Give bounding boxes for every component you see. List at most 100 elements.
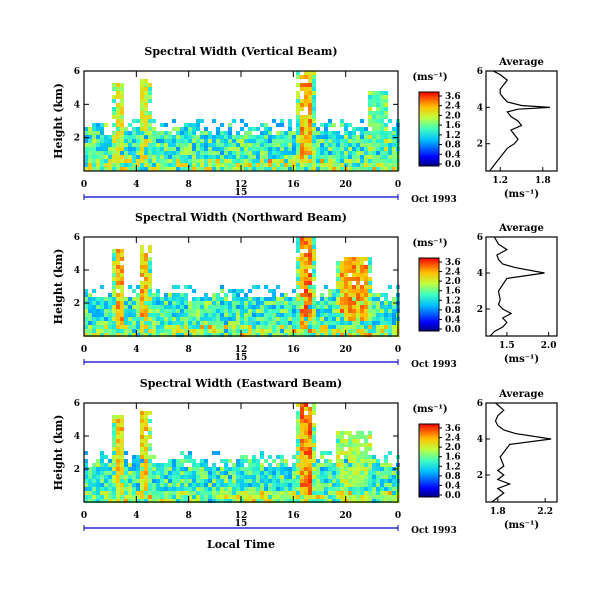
heatmap-cell <box>184 297 188 301</box>
avg-y-tick-label: 6 <box>477 399 483 409</box>
heatmap-cell <box>156 297 160 301</box>
heatmap-cell <box>388 475 392 479</box>
heatmap-cell <box>124 499 128 503</box>
heatmap-cell <box>88 491 92 495</box>
heatmap-cell <box>120 431 124 435</box>
heatmap-cell <box>180 491 184 495</box>
heatmap-cell <box>224 475 228 479</box>
heatmap-cell <box>148 163 152 167</box>
heatmap-cell <box>292 479 296 483</box>
heatmap-cell <box>296 245 300 249</box>
heatmap-cell <box>360 269 364 273</box>
heatmap-cell <box>216 301 220 305</box>
heatmap-cell <box>252 491 256 495</box>
heatmap-cell <box>332 471 336 475</box>
heatmap-cell <box>196 127 200 131</box>
heatmap-cell <box>144 265 148 269</box>
heatmap-cell <box>296 139 300 143</box>
heatmap-cell <box>344 471 348 475</box>
heatmap-cell <box>100 123 104 127</box>
heatmap-cell <box>360 313 364 317</box>
heatmap-cell <box>100 491 104 495</box>
heatmap-cell <box>200 333 204 337</box>
heatmap-cell <box>304 479 308 483</box>
heatmap-cell <box>188 309 192 313</box>
avg-x-tick-label: 2.0 <box>541 341 557 351</box>
heatmap-cell <box>324 475 328 479</box>
heatmap-cell <box>332 333 336 337</box>
heatmap-cell <box>168 321 172 325</box>
heatmap-cell <box>336 265 340 269</box>
y-tick-label: 4 <box>74 432 80 442</box>
heatmap-cell <box>320 123 324 127</box>
heatmap-cell <box>308 139 312 143</box>
heatmap-cell <box>280 123 284 127</box>
heatmap-cell <box>152 475 156 479</box>
heatmap-cell <box>112 455 116 459</box>
heatmap-cell <box>312 103 316 107</box>
colorbar-tick-label: 1.2 <box>445 131 461 141</box>
heatmap-cell <box>256 467 260 471</box>
heatmap-cell <box>100 499 104 503</box>
heatmap-cell <box>272 317 276 321</box>
heatmap-cell <box>272 305 276 309</box>
heatmap-cell <box>304 269 308 273</box>
heatmap-cell <box>288 159 292 163</box>
heatmap-cell <box>108 147 112 151</box>
x-tick-label: 8 <box>186 345 192 355</box>
heatmap-cell <box>384 333 388 337</box>
heatmap-cell <box>120 427 124 431</box>
heatmap-cell <box>320 159 324 163</box>
heatmap-cell <box>332 155 336 159</box>
heatmap-cell <box>108 135 112 139</box>
heatmap-cell <box>248 159 252 163</box>
heatmap-cell <box>152 455 156 459</box>
heatmap-cell <box>112 257 116 261</box>
heatmap-cell <box>164 471 168 475</box>
heatmap-cell <box>132 309 136 313</box>
heatmap-cell <box>120 293 124 297</box>
heatmap-cell <box>160 135 164 139</box>
heatmap-cell <box>312 269 316 273</box>
heatmap-cell <box>240 471 244 475</box>
heatmap-cell <box>104 143 108 147</box>
heatmap-cell <box>372 111 376 115</box>
heatmap-cell <box>264 313 268 317</box>
heatmap-cell <box>232 495 236 499</box>
colorbar-tick-label: 0.4 <box>445 150 461 160</box>
heatmap-cell <box>324 305 328 309</box>
heatmap-cell <box>136 475 140 479</box>
heatmap-cell <box>344 443 348 447</box>
heatmap-cell <box>96 155 100 159</box>
heatmap-cell <box>384 297 388 301</box>
heatmap-cell <box>296 143 300 147</box>
heatmap-cell <box>328 475 332 479</box>
heatmap-cell <box>368 309 372 313</box>
heatmap-cell <box>144 131 148 135</box>
heatmap-cell <box>380 475 384 479</box>
heatmap-cell <box>320 451 324 455</box>
heatmap-cell <box>224 471 228 475</box>
heatmap-cell <box>248 483 252 487</box>
heatmap-cell <box>332 305 336 309</box>
heatmap-cell <box>388 301 392 305</box>
heatmap-cell <box>224 143 228 147</box>
heatmap-cell <box>384 459 388 463</box>
heatmap-cell <box>116 155 120 159</box>
heatmap-cell <box>388 491 392 495</box>
heatmap-cell <box>348 135 352 139</box>
heatmap-cell <box>312 439 316 443</box>
heatmap-cell <box>392 139 396 143</box>
heatmap-cell <box>308 297 312 301</box>
heatmap-cell <box>236 301 240 305</box>
heatmap-cell <box>364 471 368 475</box>
heatmap-cell <box>220 123 224 127</box>
avg-x-tick-label: 2.2 <box>537 507 553 517</box>
heatmap-cell <box>216 479 220 483</box>
heatmap-cell <box>284 313 288 317</box>
avg-y-tick-label: 4 <box>477 435 483 445</box>
heatmap-cell <box>144 163 148 167</box>
heatmap-cell <box>144 487 148 491</box>
colorbar-tick-label: 3.6 <box>445 92 461 102</box>
heatmap-cell <box>348 309 352 313</box>
